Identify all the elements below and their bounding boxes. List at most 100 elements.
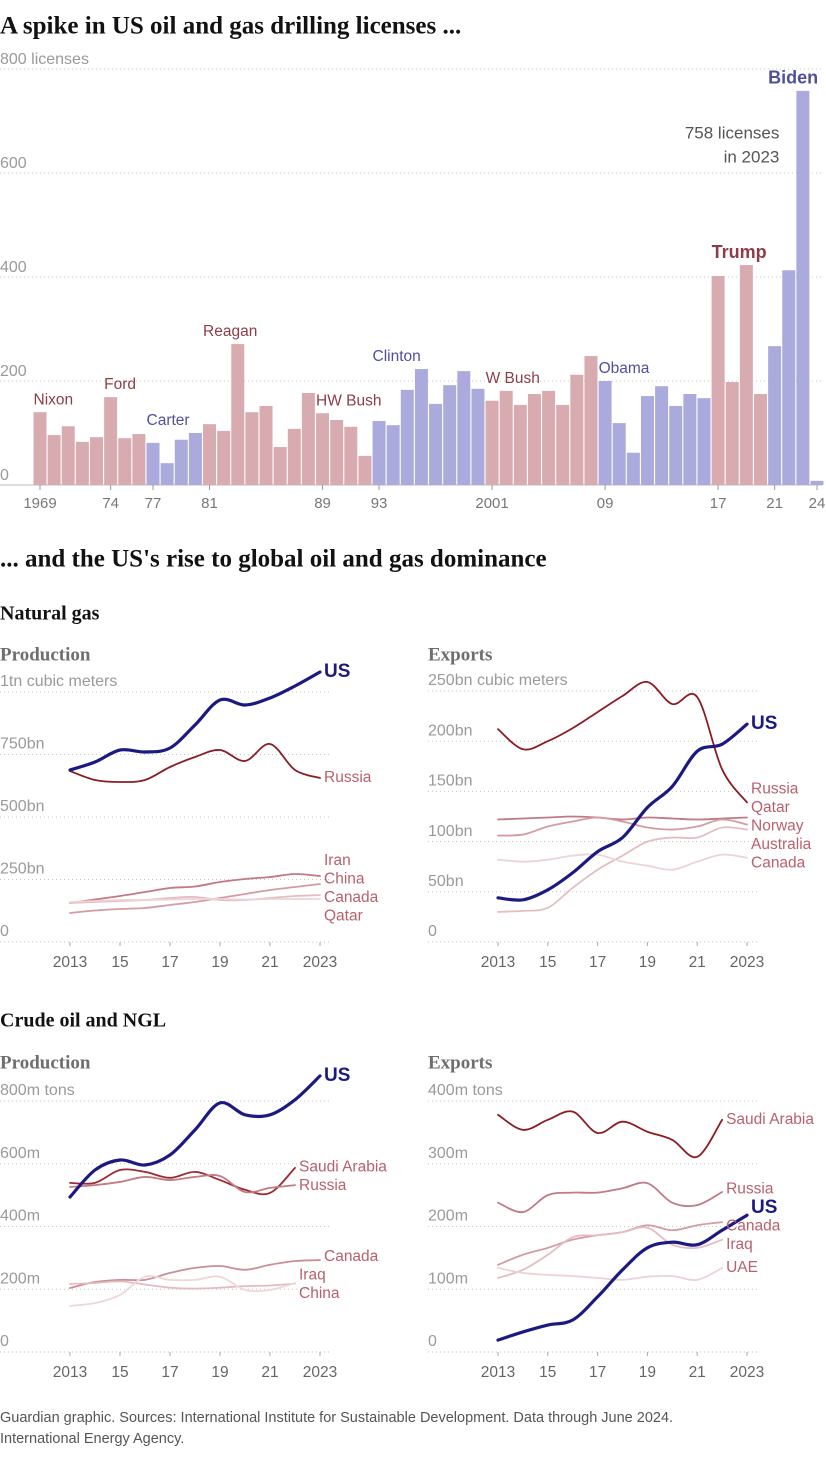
x-tick-label: 74: [102, 495, 119, 512]
series-label: UAE: [726, 1259, 758, 1276]
series-label: US: [751, 713, 777, 734]
y-tick-label: 300m: [428, 1145, 468, 1162]
bar: [160, 463, 174, 485]
y-tick-label: 600: [0, 155, 27, 172]
x-tick-label: 21: [689, 954, 706, 971]
bar: [174, 439, 188, 485]
bar: [725, 382, 739, 485]
line: [497, 681, 748, 804]
president-label: Obama: [599, 360, 650, 377]
chart-title: A spike in US oil and gas drilling licen…: [0, 13, 461, 40]
y-tick-label: 250bn: [0, 861, 45, 878]
bar: [273, 447, 287, 485]
line: [69, 1280, 296, 1290]
bar: [287, 428, 301, 485]
bar: [75, 441, 89, 485]
line: [497, 1267, 723, 1281]
x-tick-label: 93: [371, 495, 388, 512]
heading: ... and the US's rise to global oil and …: [0, 546, 547, 573]
bar: [513, 404, 527, 485]
y-tick-label: 0: [428, 923, 437, 940]
bar: [527, 394, 541, 485]
bar: [782, 270, 796, 485]
bar: [231, 344, 245, 485]
series-label: Russia: [726, 1181, 774, 1198]
bar: [203, 424, 217, 485]
series-label: US: [324, 1065, 350, 1086]
president-label: Clinton: [373, 348, 421, 365]
bar: [753, 394, 767, 485]
bar: [47, 435, 61, 485]
line: [497, 826, 748, 913]
y-tick-label: 200: [0, 363, 27, 380]
line: [69, 1259, 321, 1289]
bar: [443, 385, 457, 485]
x-tick-label: 17: [161, 954, 178, 971]
series-label: Iran: [324, 852, 351, 869]
x-tick-label: 17: [589, 954, 606, 971]
y-tick-label: 750bn: [0, 736, 45, 753]
series-label: Canada: [751, 854, 806, 871]
panel-title: Exports: [428, 644, 492, 665]
y-tick-label: 600m: [0, 1145, 40, 1162]
bar: [796, 90, 810, 485]
x-tick-label: 89: [314, 495, 331, 512]
x-tick-label: 2013: [481, 1364, 515, 1381]
x-tick-label: 15: [539, 954, 556, 971]
series-label: Norway: [751, 817, 804, 834]
bar: [118, 438, 132, 485]
x-tick-label: 2013: [53, 1364, 87, 1381]
bar: [217, 430, 231, 485]
bar: [471, 388, 485, 485]
bar: [316, 413, 330, 485]
x-tick-label: 2013: [481, 954, 515, 971]
y-tick-label: 150bn: [428, 773, 473, 790]
bar: [612, 423, 626, 485]
bar: [188, 433, 202, 485]
y-tick-label: 200m: [0, 1270, 40, 1287]
x-tick-label: 2023: [730, 1364, 764, 1381]
bar: [344, 426, 358, 485]
line: [69, 898, 321, 903]
y-tick-label: 500bn: [0, 798, 45, 815]
line: [69, 1166, 296, 1196]
president-label: Trump: [712, 242, 767, 262]
x-tick-label: 2023: [303, 954, 337, 971]
line: [69, 873, 321, 904]
bar: [542, 390, 556, 485]
y-tick-label: 200bn: [428, 722, 473, 739]
bar: [414, 369, 428, 485]
bar: [669, 405, 683, 485]
footer: International Energy Agency.: [0, 1431, 184, 1447]
x-tick-label: 21: [689, 1364, 706, 1381]
bar: [584, 356, 598, 485]
bar: [739, 265, 753, 485]
line: [497, 1226, 723, 1279]
bar: [499, 390, 513, 485]
x-tick-label: 19: [211, 1364, 228, 1381]
president-label: Ford: [104, 376, 136, 393]
line: [68, 1074, 322, 1199]
section-title: Crude oil and NGL: [0, 1010, 166, 1032]
y-tick-label: 800 licenses: [0, 51, 89, 68]
series-label: Saudi Arabia: [726, 1111, 814, 1128]
series-label: Iraq: [299, 1267, 326, 1284]
x-tick-label: 21: [766, 495, 783, 512]
x-tick-label: 17: [161, 1364, 178, 1381]
bar: [485, 400, 499, 485]
bar: [697, 398, 711, 485]
line: [496, 1213, 749, 1342]
footer: Guardian graphic. Sources: International…: [0, 1410, 673, 1426]
bar: [61, 426, 75, 485]
series-label: China: [324, 870, 365, 887]
bar: [711, 275, 725, 485]
series-label: Russia: [324, 769, 372, 786]
panel-title: Production: [0, 1052, 91, 1073]
president-label: W Bush: [486, 370, 540, 387]
x-tick-label: 21: [261, 1364, 278, 1381]
bar: [556, 404, 570, 485]
y-tick-label: 400m: [0, 1208, 40, 1225]
series-label: US: [751, 1197, 777, 1218]
x-tick-label: 19: [639, 954, 656, 971]
